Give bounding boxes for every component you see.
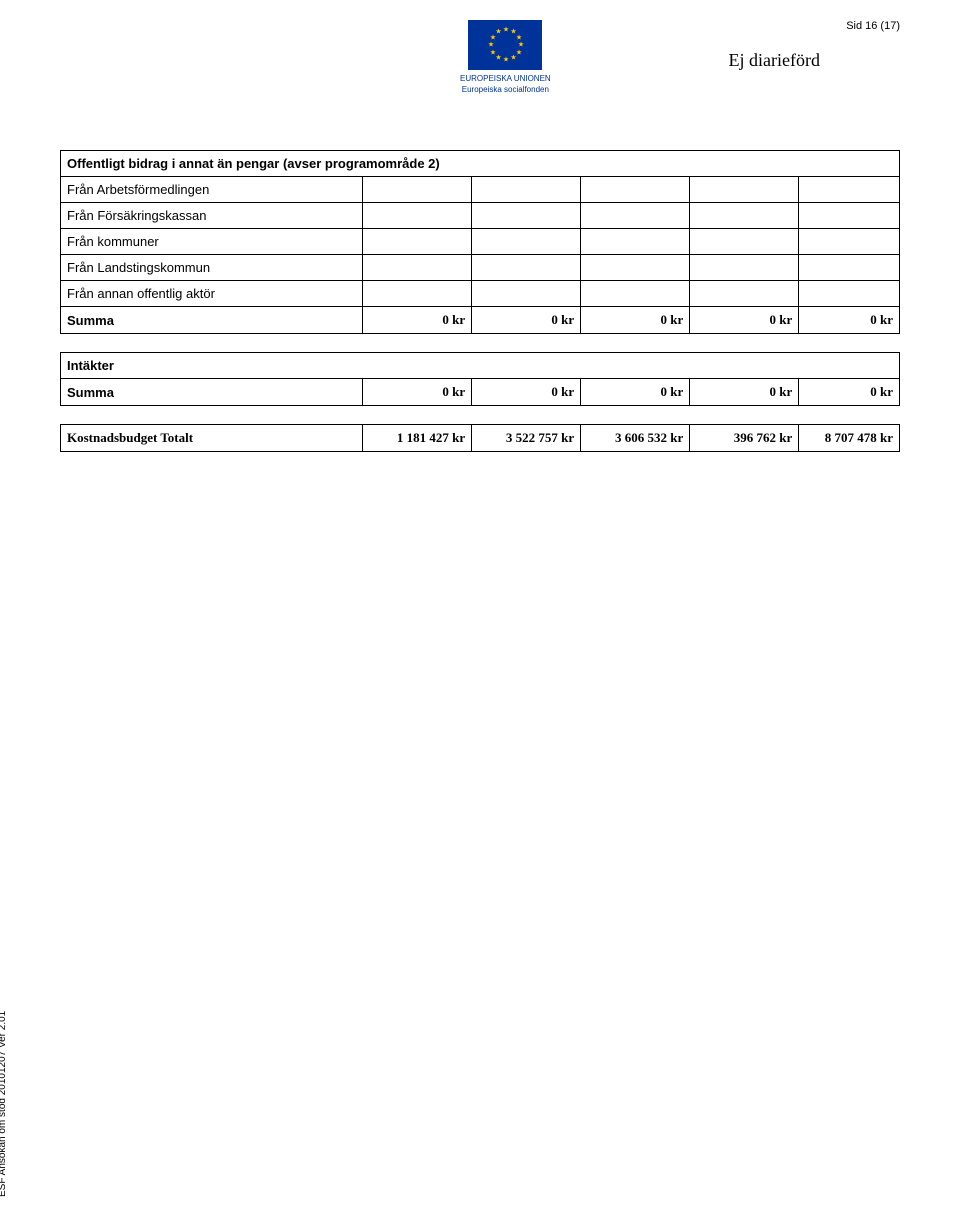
summa-value: 0 kr bbox=[799, 307, 900, 334]
cell bbox=[690, 281, 799, 307]
table-offentligt-header: Offentligt bidrag i annat än pengar (avs… bbox=[61, 151, 900, 177]
totalt-value: 3 522 757 kr bbox=[472, 425, 581, 452]
summa-value: 0 kr bbox=[581, 307, 690, 334]
totalt-label: Kostnadsbudget Totalt bbox=[61, 425, 363, 452]
table-row: Från Arbetsförmedlingen bbox=[61, 177, 900, 203]
cell bbox=[363, 229, 472, 255]
cell bbox=[581, 177, 690, 203]
cell bbox=[581, 203, 690, 229]
cell bbox=[581, 281, 690, 307]
row-label: Från kommuner bbox=[61, 229, 363, 255]
table-row: Från annan offentlig aktör bbox=[61, 281, 900, 307]
cell bbox=[690, 177, 799, 203]
totalt-value: 8 707 478 kr bbox=[799, 425, 900, 452]
summa-value: 0 kr bbox=[581, 379, 690, 406]
cell bbox=[690, 203, 799, 229]
cell bbox=[363, 177, 472, 203]
table-offentligt-header-row: Offentligt bidrag i annat än pengar (avs… bbox=[61, 151, 900, 177]
row-label: Från Landstingskommun bbox=[61, 255, 363, 281]
summa-value: 0 kr bbox=[363, 307, 472, 334]
cell bbox=[363, 281, 472, 307]
cell bbox=[799, 255, 900, 281]
summa-row: Summa 0 kr 0 kr 0 kr 0 kr 0 kr bbox=[61, 307, 900, 334]
header-title: Ej diarieförd bbox=[729, 50, 820, 71]
cell bbox=[690, 229, 799, 255]
summa-value: 0 kr bbox=[690, 307, 799, 334]
summa-value: 0 kr bbox=[799, 379, 900, 406]
row-label: Från Försäkringskassan bbox=[61, 203, 363, 229]
header-row: Sid 16 (17) ★ ★ ★ ★ ★ ★ ★ ★ ★ ★ ★ ★ bbox=[60, 20, 900, 120]
cell bbox=[472, 281, 581, 307]
summa-value: 0 kr bbox=[472, 379, 581, 406]
logo-caption-line2: Europeiska socialfonden bbox=[460, 86, 551, 95]
summa-value: 0 kr bbox=[690, 379, 799, 406]
cell bbox=[799, 229, 900, 255]
totalt-value: 3 606 532 kr bbox=[581, 425, 690, 452]
summa-value: 0 kr bbox=[472, 307, 581, 334]
table-row: Från Försäkringskassan bbox=[61, 203, 900, 229]
table-offentligt: Offentligt bidrag i annat än pengar (avs… bbox=[60, 150, 900, 334]
cell bbox=[363, 255, 472, 281]
table-row: Från Landstingskommun bbox=[61, 255, 900, 281]
cell bbox=[799, 281, 900, 307]
cell bbox=[472, 255, 581, 281]
cell bbox=[472, 229, 581, 255]
cell bbox=[472, 203, 581, 229]
page-number: Sid 16 (17) bbox=[846, 20, 900, 32]
totalt-row: Kostnadsbudget Totalt 1 181 427 kr 3 522… bbox=[61, 425, 900, 452]
page-root: Sid 16 (17) ★ ★ ★ ★ ★ ★ ★ ★ ★ ★ ★ ★ bbox=[0, 0, 960, 1217]
footer-side-text: ESF Ansökan om stöd 20101207 Ver 2.01 bbox=[0, 1011, 8, 1197]
summa-value: 0 kr bbox=[363, 379, 472, 406]
table-intakter-header: Intäkter bbox=[61, 353, 900, 379]
totalt-value: 396 762 kr bbox=[690, 425, 799, 452]
row-label: Från Arbetsförmedlingen bbox=[61, 177, 363, 203]
cell bbox=[799, 177, 900, 203]
row-label: Från annan offentlig aktör bbox=[61, 281, 363, 307]
table-intakter-header-row: Intäkter bbox=[61, 353, 900, 379]
totalt-value: 1 181 427 kr bbox=[363, 425, 472, 452]
table-totalt: Kostnadsbudget Totalt 1 181 427 kr 3 522… bbox=[60, 424, 900, 452]
summa-label: Summa bbox=[61, 379, 363, 406]
cell bbox=[363, 203, 472, 229]
summa-label: Summa bbox=[61, 307, 363, 334]
logo-caption-line1: EUROPEISKA UNIONEN bbox=[460, 75, 551, 84]
summa-row: Summa 0 kr 0 kr 0 kr 0 kr 0 kr bbox=[61, 379, 900, 406]
cell bbox=[799, 203, 900, 229]
cell bbox=[690, 255, 799, 281]
eu-logo-block: ★ ★ ★ ★ ★ ★ ★ ★ ★ ★ ★ ★ EUROPEISKA UNION… bbox=[460, 20, 551, 95]
cell bbox=[581, 229, 690, 255]
cell bbox=[581, 255, 690, 281]
table-intakter: Intäkter Summa 0 kr 0 kr 0 kr 0 kr 0 kr bbox=[60, 352, 900, 406]
eu-flag-icon: ★ ★ ★ ★ ★ ★ ★ ★ ★ ★ ★ ★ bbox=[468, 20, 542, 70]
cell bbox=[472, 177, 581, 203]
table-row: Från kommuner bbox=[61, 229, 900, 255]
